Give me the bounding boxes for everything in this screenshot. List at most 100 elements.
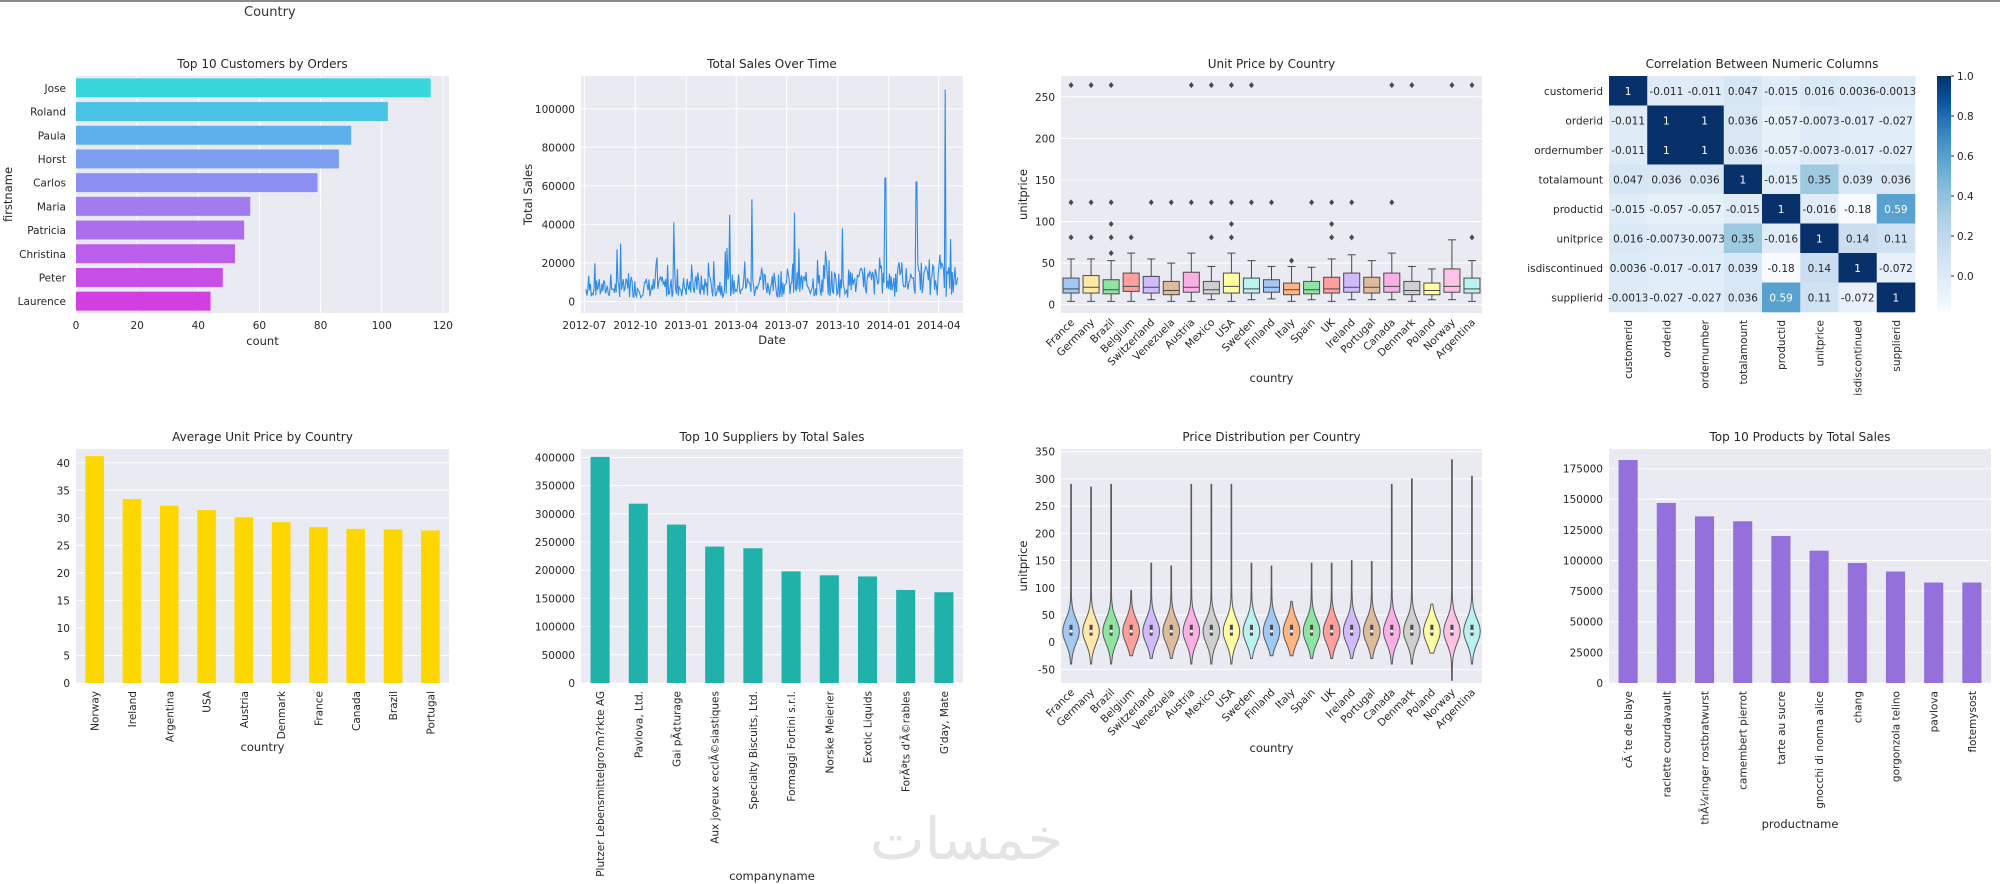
x-tick-label: cÃ´te de blaye [1622,691,1635,768]
heatmap-cell [1762,164,1801,195]
heatmap-cell [1685,76,1725,106]
cell-annotation: 1 [1663,115,1670,127]
y-tick-label: Carlos [33,178,66,190]
cell-annotation: 1 [1701,115,1708,127]
outlier [1329,234,1335,241]
outlier [1108,82,1114,89]
heatmap-cell [1685,282,1725,313]
heatmap-cell [1723,223,1763,254]
outlier [1188,199,1194,206]
x-axis-label: country [1250,741,1294,755]
chart-top-suppliers: Top 10 Suppliers by Total Sales 0 50000 100… [535,430,963,883]
bar [197,510,216,683]
box [1323,276,1341,294]
cell-annotation: 0.036 [1728,292,1758,304]
violin-median [1149,629,1153,633]
outlier [1309,199,1315,206]
cell-annotation: -0.015 [1611,204,1645,216]
outlier [1389,82,1395,89]
y-axis-label: Total Sales [521,164,535,226]
cell-annotation: 1 [1816,233,1823,245]
box [1463,277,1481,294]
outlier [1248,82,1254,89]
heatmap-cell [1762,135,1801,165]
heatmap-cell [1800,105,1839,136]
outlier [1108,250,1114,257]
chart-title: Average Unit Price by Country [172,430,353,444]
cell-annotation: 0.036 [1690,174,1720,186]
y-tick-label: Jose [44,83,66,95]
x-tick-label: Canada [351,691,363,731]
cell-annotation: -0.027 [1649,292,1683,304]
heatmap-cell [1876,105,1916,136]
y-tick-label: 50 [1042,258,1055,270]
box [1222,272,1240,294]
outlier [1188,82,1194,89]
cell-annotation: 1 [1893,292,1900,304]
violin-median [1350,629,1354,633]
y-tick-label: 100 [1035,583,1055,595]
x-tick-label: Exotic Liquids [863,691,875,763]
violin [1102,483,1120,665]
bar [743,548,763,683]
bar [76,244,235,264]
bar [1771,535,1791,683]
bar [934,592,954,683]
cell-annotation: -0.017 [1841,115,1875,127]
outlier [1269,199,1274,206]
bar [271,522,291,683]
heatmap-cell [1685,105,1725,136]
clipped-axis-label: Country [244,5,296,20]
y-tick-label: 75000 [1570,586,1603,598]
heatmap-cell [1838,223,1878,254]
outlier [1068,234,1074,241]
cell-annotation: -0.057 [1764,145,1798,157]
y-tick-label: 250000 [535,537,575,549]
violin-median [1470,629,1474,633]
heatmap-cell [1762,76,1801,106]
cell-annotation: 0.35 [1731,233,1754,245]
y-tick-label: 250 [1035,501,1055,513]
outlier [1148,199,1154,206]
x-tick-label: Gai pÃ¢turage [671,691,684,767]
bar [159,505,179,683]
y-tick-label: supplierid [1551,292,1603,304]
violin-median [1129,629,1133,633]
violin [1202,483,1221,665]
outlier [1108,234,1114,241]
bar [666,524,687,683]
heatmap-cell [1838,105,1878,136]
heatmap-cell [1723,194,1763,224]
x-tick-label: orderid [1661,320,1673,358]
cell-annotation: 0.11 [1808,292,1831,304]
cell-annotation: -0.057 [1688,204,1722,216]
box [1182,271,1200,293]
x-tick-label: 2012-10 [613,320,657,332]
y-tick-label: Peter [39,272,67,284]
chart-title: Unit Price by Country [1208,57,1336,71]
y-tick-label: 200 [1035,528,1055,540]
y-tick-label: unitprice [1557,233,1603,245]
y-tick-label: Maria [37,201,66,213]
x-tick-label: Plutzer Lebensmittelgro?m?rkte AG [595,691,607,877]
x-tick-label: 120 [433,320,453,332]
bar [1618,460,1638,683]
y-tick-label: 0 [1048,637,1055,649]
heatmap-cell [1838,76,1878,106]
bar [1962,582,1982,683]
heatmap-cell [1647,253,1686,283]
y-tick-label: Christina [19,249,66,261]
outlier [1208,234,1214,241]
outlier [1409,82,1415,89]
chart-title: Top 10 Customers by Orders [176,57,347,71]
violin-median [1169,629,1173,633]
outlier [1389,199,1395,206]
box [1403,280,1421,296]
y-tick-label: 50000 [1570,617,1603,629]
cell-annotation: -0.0013 [1876,86,1917,98]
x-tick-label: isdiscontinued [1853,320,1865,396]
y-tick-label: orderid [1565,115,1603,127]
outlier [1208,82,1214,89]
x-tick-label: Austria [239,691,251,728]
box [1082,275,1100,294]
